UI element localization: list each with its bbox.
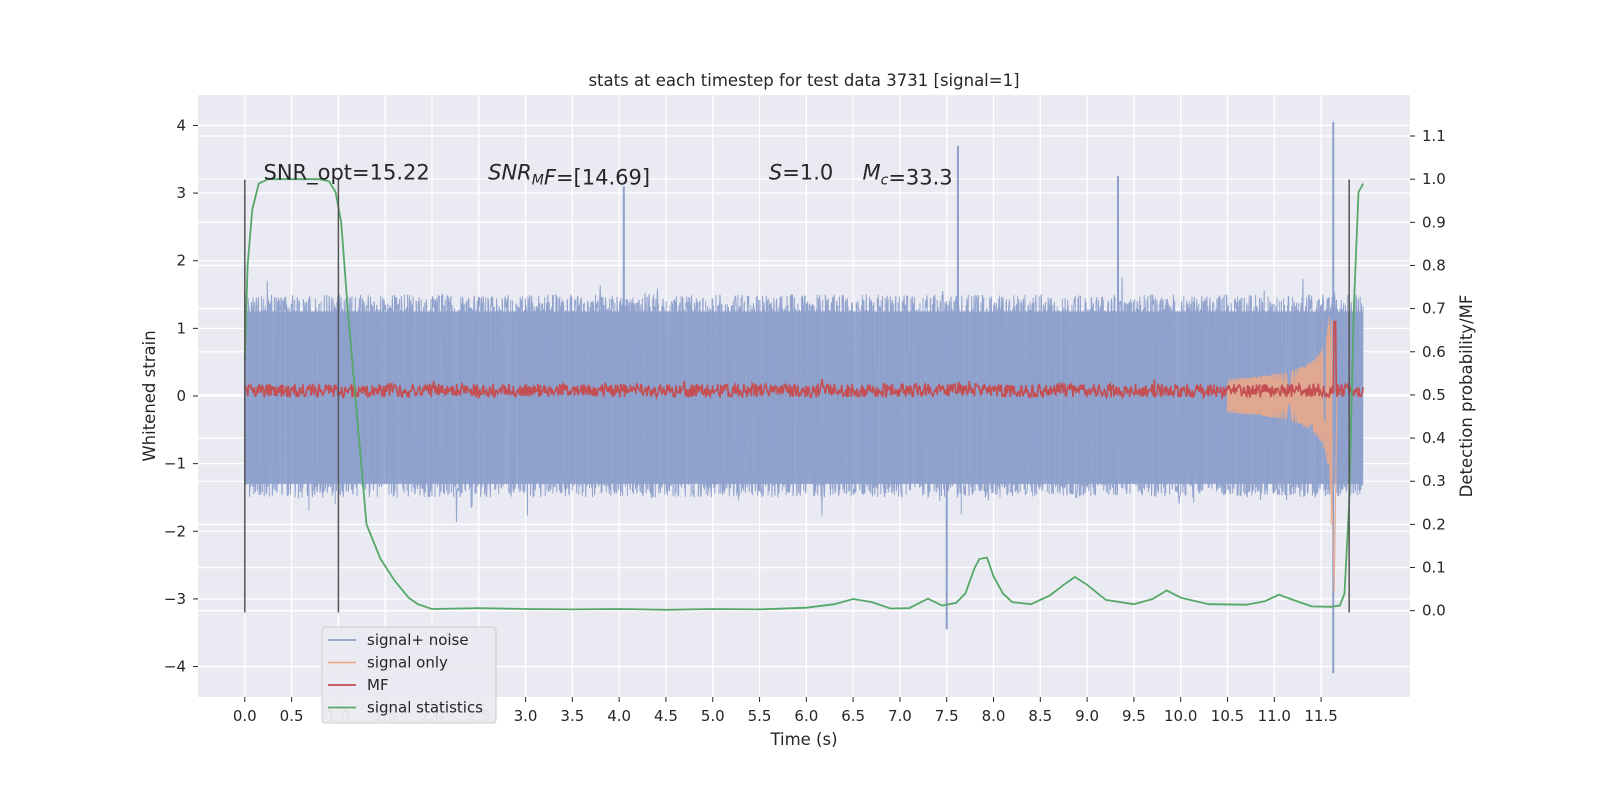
series-signal-statistics xyxy=(243,178,1364,611)
y-right-tick-label: 0.1 xyxy=(1422,559,1446,577)
x-tick-label: 3.5 xyxy=(560,707,584,725)
x-tick-label: 6.0 xyxy=(794,707,818,725)
y-axis-right-label: Detection probability/MF xyxy=(1457,295,1476,498)
y-tick-label: 4 xyxy=(176,116,186,134)
x-tick-label: 10.5 xyxy=(1211,707,1244,725)
legend-box xyxy=(321,626,497,724)
signal-statistics-line xyxy=(243,178,1364,611)
series-mf xyxy=(244,320,1364,401)
annotation-text: SNRMF=[14.69] xyxy=(488,161,650,190)
x-tick-label: 7.0 xyxy=(888,707,912,725)
legend-label: signal statistics xyxy=(367,699,483,717)
y-right-tick-label: 0.5 xyxy=(1422,386,1446,404)
legend-label: signal only xyxy=(367,654,448,672)
annotations: SNR_opt=15.22 SNRMF=[14.69] S=1.0 Mc=33.3 xyxy=(264,161,953,190)
y-tick-label: 1 xyxy=(176,319,186,337)
y-right-tick-label: 0.7 xyxy=(1422,300,1446,318)
y-tick-label: 0 xyxy=(176,387,186,405)
legend: signal+ noise signal only MF signal statist… xyxy=(321,626,497,724)
x-tick-label: 7.5 xyxy=(935,707,959,725)
legend-label: MF xyxy=(367,676,389,694)
x-tick-label: 10.0 xyxy=(1164,707,1197,725)
y-right-tick-label: 0.2 xyxy=(1422,515,1446,533)
legend-label: signal+ noise xyxy=(367,631,469,649)
chart-title: stats at each timestep for test data 373… xyxy=(588,71,1019,90)
x-tick-label: 6.5 xyxy=(841,707,865,725)
y-tick-label: 3 xyxy=(176,184,186,202)
ticks: 0.00.51.01.52.02.53.03.54.04.55.05.56.06… xyxy=(164,116,1446,725)
x-axis-label: Time (s) xyxy=(769,730,837,749)
y-right-tick-label: 0.3 xyxy=(1422,472,1446,490)
y-right-tick-label: 0.9 xyxy=(1422,213,1446,231)
y-tick-label: −2 xyxy=(164,522,186,540)
y-right-tick-label: 0.4 xyxy=(1422,429,1446,447)
x-tick-label: 9.5 xyxy=(1122,707,1146,725)
x-tick-label: 5.5 xyxy=(748,707,772,725)
annotation-text: SNR_opt=15.22 xyxy=(264,161,430,186)
x-tick-label: 0.5 xyxy=(280,707,304,725)
y-axis-label: Whitened strain xyxy=(140,330,159,461)
signal-noise-line xyxy=(244,277,1364,522)
y-right-tick-label: 1.0 xyxy=(1422,170,1446,188)
x-tick-label: 3.0 xyxy=(514,707,538,725)
series-signal-noise xyxy=(244,122,1364,674)
y-right-tick-label: 1.1 xyxy=(1422,127,1446,145)
mf-line xyxy=(244,320,1364,401)
x-tick-label: 5.0 xyxy=(701,707,725,725)
y-right-tick-label: 0.0 xyxy=(1422,602,1446,620)
x-tick-label: 11.0 xyxy=(1258,707,1291,725)
x-tick-label: 9.0 xyxy=(1075,707,1099,725)
y-right-tick-label: 0.8 xyxy=(1422,256,1446,274)
x-tick-label: 0.0 xyxy=(233,707,257,725)
vertical-markers xyxy=(244,179,1350,613)
series-layer xyxy=(243,122,1364,674)
y-tick-label: −4 xyxy=(164,658,186,676)
x-tick-label: 8.5 xyxy=(1028,707,1052,725)
y-right-tick-label: 0.6 xyxy=(1422,343,1446,361)
y-tick-label: −1 xyxy=(164,455,186,473)
y-tick-label: −3 xyxy=(164,590,186,608)
x-tick-label: 4.0 xyxy=(607,707,631,725)
annotation-text: Mc=33.3 xyxy=(862,161,952,190)
x-tick-label: 11.5 xyxy=(1304,707,1337,725)
annotation-text: S=1.0 xyxy=(769,161,833,185)
y-tick-label: 2 xyxy=(176,252,186,270)
x-tick-label: 4.5 xyxy=(654,707,678,725)
x-tick-label: 8.0 xyxy=(982,707,1006,725)
